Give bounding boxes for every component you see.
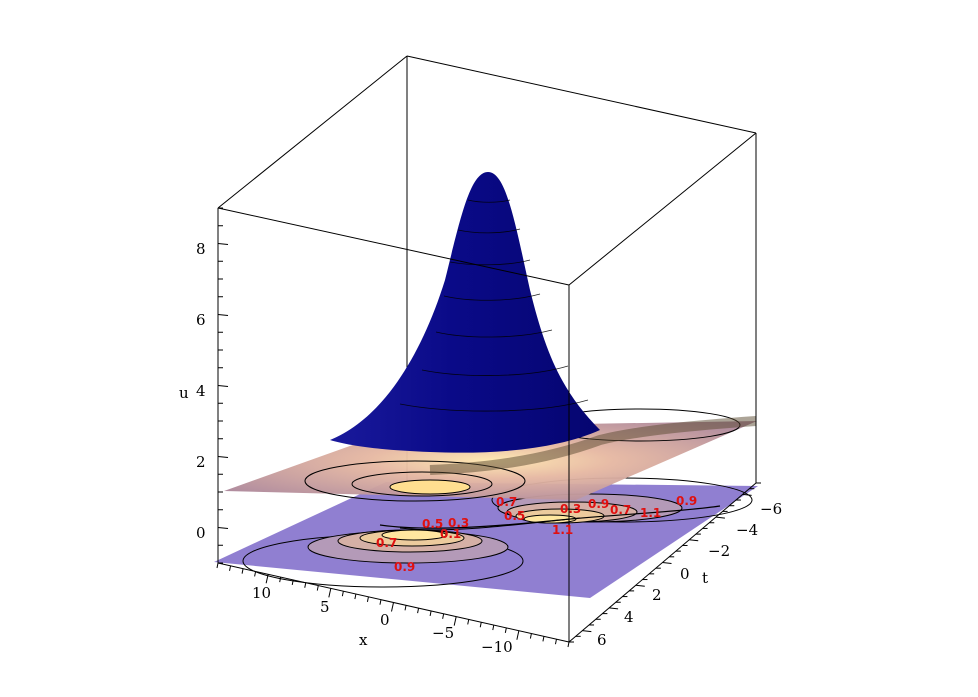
contour-label: 0.9 — [588, 497, 609, 511]
contour-label: 0.9 — [676, 494, 697, 508]
surface-base — [224, 408, 757, 502]
t-tick-label: 0 — [680, 565, 690, 583]
x-minor-tick — [404, 605, 407, 611]
u-tick-label: 8 — [196, 240, 206, 258]
contour-label: 0.1 — [440, 527, 461, 541]
x-minor-tick — [316, 585, 319, 591]
x-minor-tick — [216, 562, 219, 569]
x-minor-tick — [229, 565, 232, 571]
t-major-tick — [582, 630, 592, 633]
u-major-tick — [217, 243, 229, 245]
t-tick-label: −4 — [736, 521, 758, 539]
x-minor-tick — [492, 624, 495, 631]
x-major-tick — [453, 616, 457, 626]
contour-plane — [214, 477, 758, 598]
u-tick-label: 2 — [196, 453, 206, 471]
u-major-tick — [217, 385, 229, 387]
contour-label: 0.7 — [496, 495, 517, 509]
t-major-tick — [689, 539, 699, 542]
x-minor-tick — [254, 571, 257, 577]
u-major-tick — [217, 527, 229, 529]
t-major-tick — [742, 493, 752, 496]
contour-labels: 0.9 0.7 0.5 0.3 0.1 1.1 0.9 0.7 0.5 0.3 … — [376, 494, 697, 574]
x-major-tick — [391, 602, 394, 612]
x-minor-tick — [467, 619, 470, 625]
t-tick-label: 6 — [597, 631, 607, 649]
contour-label: 0.5 — [422, 517, 443, 531]
x-tick-label: 5 — [320, 598, 330, 616]
x-minor-tick — [366, 596, 369, 602]
t-axis-tick-labels: −6 −4 −2 0 2 4 6 — [597, 500, 782, 649]
u-axis-label: u — [179, 384, 189, 402]
contour-label: 0.7 — [376, 536, 397, 550]
x-minor-tick — [241, 568, 244, 574]
x-minor-tick — [554, 639, 557, 645]
t-major-tick — [662, 562, 672, 564]
t-major-tick — [715, 516, 725, 519]
axis-ticks — [216, 207, 761, 648]
t-tick-label: 4 — [624, 608, 634, 626]
x-tick-label: −5 — [432, 624, 454, 642]
u-tick-label: 0 — [196, 524, 206, 542]
x-tick-label: 0 — [380, 611, 390, 629]
t-tick-label: −2 — [708, 542, 730, 560]
t-axis-label: t — [702, 569, 708, 587]
x-minor-tick — [291, 579, 294, 586]
contour-label: 0.3 — [448, 516, 469, 530]
x-axis-tick-labels: 10 5 0 −5 −10 — [252, 584, 513, 656]
t-tick-label: −6 — [760, 500, 782, 518]
x-minor-tick — [567, 641, 570, 648]
x-minor-tick — [417, 608, 420, 614]
x-minor-tick — [429, 610, 432, 617]
x-minor-tick — [479, 622, 482, 628]
x-minor-tick — [442, 613, 445, 619]
x-major-tick — [516, 630, 520, 640]
x-axis-label: x — [359, 631, 368, 649]
x-minor-tick — [529, 633, 532, 639]
u-axis-tick-labels: 8 6 4 2 0 — [196, 240, 206, 542]
x-tick-label: 10 — [252, 584, 271, 602]
contour-label: 1.1 — [640, 506, 661, 520]
t-major-tick — [609, 607, 619, 610]
contour-label: 1.1 — [552, 523, 573, 537]
u-tick-label: 6 — [196, 311, 206, 329]
x-minor-tick — [304, 582, 307, 588]
x-minor-tick — [341, 591, 344, 597]
contour-label: 0.5 — [504, 509, 525, 523]
u-tick-label: 4 — [196, 382, 206, 400]
x-major-tick — [328, 588, 332, 598]
contour-label: 0.7 — [610, 503, 631, 517]
x-tick-label: −10 — [481, 638, 513, 656]
contour-label: 0.9 — [394, 560, 415, 574]
surface-peak — [330, 172, 600, 453]
x-minor-tick — [379, 599, 382, 605]
x-major-tick — [265, 574, 269, 584]
contour-label: 0.3 — [560, 502, 581, 516]
x-minor-tick — [279, 577, 282, 583]
x-minor-tick — [354, 593, 357, 600]
x-minor-tick — [504, 627, 507, 633]
t-major-tick — [635, 584, 645, 587]
x-minor-tick — [542, 636, 545, 642]
t-tick-label: 2 — [652, 586, 662, 604]
u-major-tick — [217, 314, 229, 316]
u-major-tick — [217, 456, 229, 458]
